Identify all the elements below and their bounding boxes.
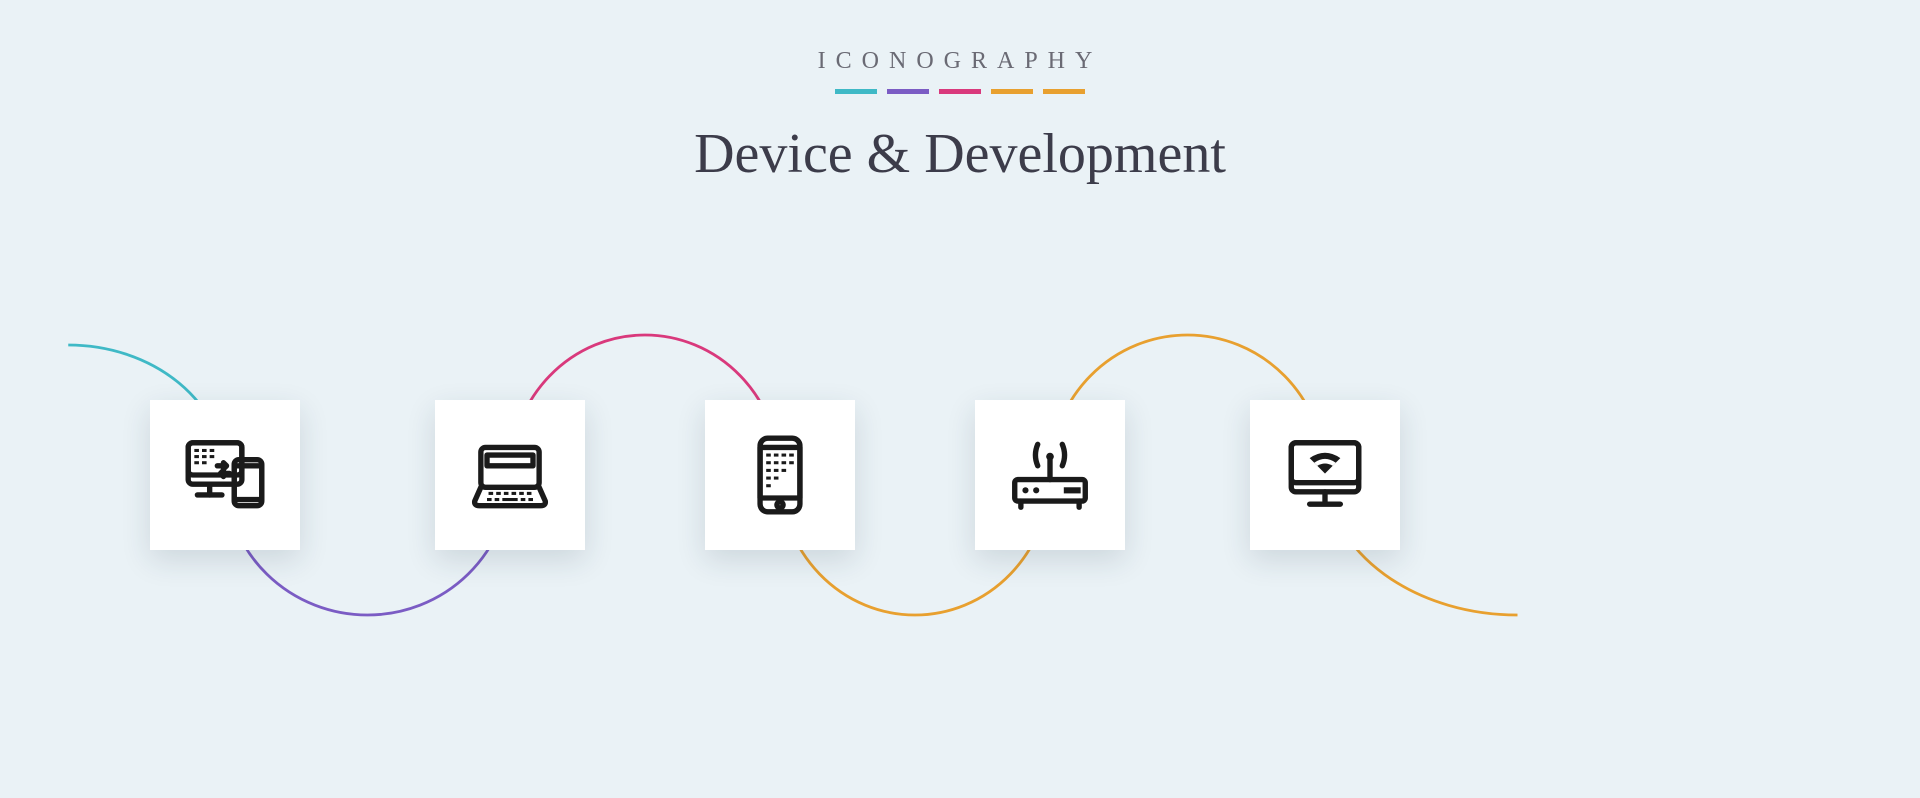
header: ICONOGRAPHY Device & Development [0,0,1920,186]
tile-router [975,400,1125,550]
laptop-icon [464,429,556,521]
accent-seg-3 [939,89,981,94]
accent-seg-4 [991,89,1033,94]
tile-smartphone [705,400,855,550]
icon-tiles [0,400,1920,600]
accent-seg-1 [835,89,877,94]
desktop-mobile-sync-icon [179,429,271,521]
tile-desktop-mobile-sync [150,400,300,550]
smartphone-icon [734,429,826,521]
accent-seg-2 [887,89,929,94]
desktop-wifi-icon [1279,429,1371,521]
page-title: Device & Development [0,122,1920,186]
tile-laptop [435,400,585,550]
header-label: ICONOGRAPHY [0,48,1920,75]
router-wifi-icon [1004,429,1096,521]
accent-seg-5 [1043,89,1085,94]
accent-row [0,89,1920,94]
tile-desktop-wifi [1250,400,1400,550]
